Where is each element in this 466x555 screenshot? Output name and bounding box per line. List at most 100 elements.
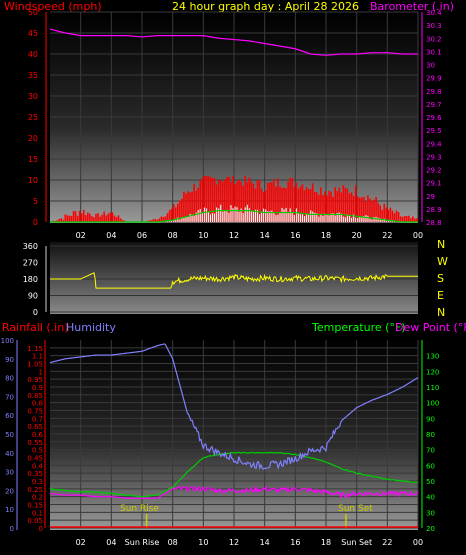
hour-tick-label: 04 — [106, 231, 116, 240]
temperature-tick-label: 120 — [426, 368, 439, 376]
windspeed-tick-label: 20 — [28, 134, 38, 143]
windspeed-tick-label: 25 — [28, 113, 38, 122]
humidity-tick-label: 60 — [5, 412, 14, 420]
top-hour-ticks: 02 04 06 08 10 12 14 16 18 20 22 00 — [76, 231, 424, 240]
windspeed-tick-label: 10 — [28, 176, 38, 185]
temperature-line — [49, 451, 419, 498]
chart-title: 24 hour graph day : April 28 2026 — [172, 0, 359, 13]
barometer-tick-label: 28.9 — [426, 206, 442, 214]
temperature-tick-label: 60 — [426, 462, 435, 470]
direction-tick-label: 270 — [23, 259, 38, 268]
temperature-axis-title: Temperature (°F) — [311, 321, 406, 334]
wind-direction-panel: 0 90 180 270 360 N W S E N — [23, 238, 448, 319]
barometer-tick-label: 30.4 — [426, 9, 442, 17]
rainfall-tick-label: 0.55 — [27, 439, 43, 447]
rainfall-tick-label: 1.05 — [27, 361, 43, 369]
barometer-tick-label: 29.3 — [426, 153, 442, 161]
temperature-tick-label: 30 — [426, 509, 435, 517]
hour-tick-label: 02 — [76, 231, 86, 240]
rainfall-tick-label: 0.15 — [27, 502, 43, 510]
rainfall-tick-label: 0.9 — [32, 384, 43, 392]
sunrise-marker-label: Sun Rise — [120, 504, 159, 514]
barometer-tick-label: 30.2 — [426, 35, 442, 43]
rainfall-ticks: 00.050.10.150.20.250.30.350.40.450.50.55… — [27, 340, 46, 533]
hour-tick-label: Sun Rise — [125, 538, 160, 547]
barometer-tick-label: 29.6 — [426, 114, 442, 122]
barometer-tick-label: 30.1 — [426, 48, 442, 56]
humidity-tick-label: 70 — [5, 393, 14, 401]
hour-tick-label: 14 — [260, 538, 270, 547]
hour-tick-label: 16 — [290, 231, 300, 240]
temperature-tick-label: 70 — [426, 447, 435, 455]
hour-tick-label: 08 — [168, 231, 178, 240]
barometer-tick-label: 29.9 — [426, 75, 442, 83]
direction-tick-label: 360 — [23, 242, 38, 251]
rainfall-tick-label: 0.3 — [32, 478, 43, 486]
humidity-tick-label: 10 — [5, 506, 14, 514]
rainfall-tick-label: 0.1 — [32, 509, 43, 517]
temperature-tick-label: 90 — [426, 415, 435, 423]
windspeed-tick-label: 35 — [28, 71, 38, 80]
humidity-tick-label: 50 — [5, 431, 14, 439]
humidity-tick-label: 40 — [5, 450, 14, 458]
direction-tick-label: 90 — [28, 292, 38, 301]
hour-tick-label: 06 — [137, 231, 147, 240]
direction-ticks: 0 90 180 270 360 — [23, 242, 47, 317]
temperature-ticks: 20 30 40 50 60 70 80 90 100 110 120 130 — [421, 340, 439, 533]
temperature-tick-label: 110 — [426, 384, 439, 392]
hour-tick-label: 12 — [229, 538, 239, 547]
rainfall-tick-label: 0.75 — [27, 408, 43, 416]
barometer-tick-label: 29.8 — [426, 88, 442, 96]
rainfall-tick-label: 0.65 — [27, 423, 43, 431]
middle-series — [50, 272, 418, 289]
barometer-tick-label: 29.1 — [426, 180, 442, 188]
rainfall-tick-label: 1.1 — [32, 353, 43, 361]
hour-tick-label: 14 — [260, 231, 270, 240]
average-wind-line — [50, 210, 418, 223]
rainfall-tick-label: 0.5 — [32, 447, 43, 455]
barometer-tick-label: 30.3 — [426, 22, 442, 30]
windspeed-tick-label: 45 — [28, 29, 38, 38]
hour-tick-label: 10 — [198, 538, 208, 547]
temperature-tick-label: 40 — [426, 494, 435, 502]
barometer-tick-label: 29.7 — [426, 101, 442, 109]
rainfall-axis-title: Rainfall (.in) — [2, 321, 69, 334]
rainfall-tick-label: 0.45 — [27, 455, 43, 463]
dewpoint-axis-title: Dew Point (°F) — [395, 321, 466, 334]
windspeed-tick-label: 5 — [33, 197, 38, 206]
middle-panel-grid — [50, 245, 418, 313]
hour-tick-label: 10 — [198, 231, 208, 240]
wind-direction-line — [50, 272, 418, 289]
humidity-tick-label: 20 — [5, 487, 14, 495]
humidity-tick-label: 100 — [1, 337, 14, 345]
hour-tick-label: 16 — [290, 538, 300, 547]
humidity-line — [49, 343, 419, 471]
hour-tick-label: 04 — [106, 538, 116, 547]
barometer-tick-label: 29.4 — [426, 140, 442, 148]
compass-n-bottom: N — [437, 306, 445, 319]
direction-tick-label: 0 — [33, 308, 38, 317]
windspeed-tick-label: 50 — [28, 8, 38, 17]
windspeed-ticks: 0 5 10 15 20 25 30 35 40 45 50 — [28, 8, 47, 227]
temperature-tick-label: 50 — [426, 478, 435, 486]
temperature-tick-label: 130 — [426, 353, 439, 361]
barometer-tick-label: 30 — [426, 62, 435, 70]
hour-tick-label: 00 — [413, 231, 423, 240]
rainfall-tick-label: 0.25 — [27, 486, 43, 494]
barometer-tick-label: 28.8 — [426, 219, 442, 227]
humidity-tick-label: 80 — [5, 375, 14, 383]
barometer-line — [49, 28, 418, 56]
bottom-hour-ticks: 02 04 Sun Rise 08 10 12 14 16 18 Sun Set 22 00 — [76, 538, 424, 547]
temperature-tick-label: 80 — [426, 431, 435, 439]
dewpoint-line — [49, 485, 419, 500]
hour-tick-label: 12 — [229, 231, 239, 240]
rainfall-tick-label: 0.95 — [27, 376, 43, 384]
temperature-tick-label: 20 — [426, 525, 435, 533]
hour-tick-label: Sun Set — [341, 538, 372, 547]
barometer-tick-label: 29.2 — [426, 167, 442, 175]
humidity-tick-label: 30 — [5, 469, 14, 477]
rainfall-tick-label: 0.05 — [27, 517, 43, 525]
hour-tick-label: 02 — [76, 538, 86, 547]
top-series — [49, 28, 418, 223]
